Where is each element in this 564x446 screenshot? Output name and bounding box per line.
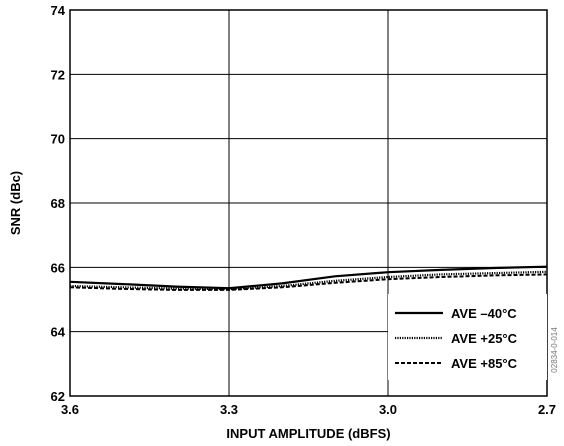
x-tick-label: 3.6	[61, 402, 79, 417]
y-tick-label: 68	[51, 196, 65, 211]
y-tick-label: 70	[51, 132, 65, 147]
x-axis-title: INPUT AMPLITUDE (dBFS)	[226, 426, 390, 441]
legend-label-2: AVE +25°C	[451, 331, 518, 346]
y-tick-label: 62	[51, 389, 65, 404]
legend-label-3: AVE +85°C	[451, 356, 518, 371]
y-tick-label: 74	[51, 3, 66, 18]
series-line-2	[69, 270, 548, 291]
series-lines	[69, 265, 548, 291]
y-tick-label: 66	[51, 260, 65, 275]
figure-id: 02834-0-014	[550, 327, 559, 373]
x-tick-label: 3.0	[379, 402, 397, 417]
x-tick-label: 2.7	[538, 402, 556, 417]
series-line-3	[69, 273, 548, 291]
legend-label-1: AVE –40°C	[451, 306, 517, 321]
series-line-1	[69, 265, 548, 290]
y-tick-label: 64	[51, 325, 66, 340]
x-tick-label: 3.3	[220, 402, 238, 417]
y-axis-title: SNR (dBc)	[8, 171, 23, 235]
y-tick-label: 72	[51, 67, 65, 82]
plot-frame	[69, 9, 548, 397]
tick-labels: 62 64 66 68 70 72 74 3.6 3.3 3.0 2.7	[51, 3, 557, 417]
legend: AVE –40°C AVE +25°C AVE +85°C	[388, 294, 547, 380]
